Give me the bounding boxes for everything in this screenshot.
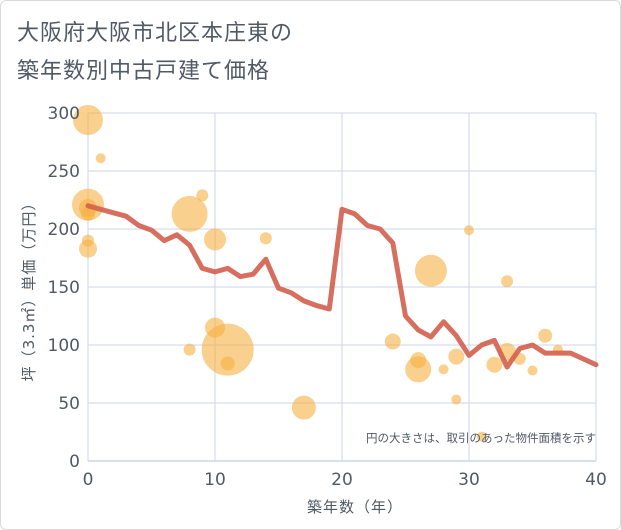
bubble-point[interactable] [291, 395, 316, 420]
x-tick-label: 10 [204, 470, 226, 490]
bubble-point[interactable] [414, 254, 447, 287]
y-tick-label: 200 [48, 220, 80, 240]
bubble-point[interactable] [501, 275, 514, 288]
bubble-point[interactable] [201, 323, 254, 376]
bubble-point[interactable] [464, 225, 474, 236]
bubble-point[interactable] [79, 239, 97, 258]
bubble-point[interactable] [196, 189, 209, 202]
y-tick-label: 50 [58, 394, 80, 414]
y-tick-label: 250 [48, 162, 80, 182]
bubble-point[interactable] [73, 104, 103, 135]
y-tick-label: 100 [48, 336, 80, 356]
bubble-point[interactable] [476, 431, 487, 442]
bubble-point[interactable] [384, 333, 401, 350]
bubble-point[interactable] [448, 348, 465, 365]
y-axis-label: 坪（3.3㎡）単価（万円） [20, 195, 38, 382]
bubble-point[interactable] [451, 394, 462, 405]
x-tick-label: 30 [458, 470, 480, 490]
chart-title-line-2: 築年数別中古戸建て価格 [17, 59, 271, 84]
line-series [85, 203, 599, 370]
bubble-point[interactable] [259, 232, 272, 245]
bubble-point[interactable] [220, 356, 235, 371]
x-tick-label: 0 [83, 470, 94, 490]
y-tick-label: 300 [48, 104, 80, 124]
average-price-line[interactable] [85, 203, 599, 370]
bubble-point[interactable] [527, 365, 538, 376]
y-tick-label: 0 [69, 452, 80, 472]
bubble-size-note: 円の大きさは、取引のあった物件面積を示す [366, 431, 596, 445]
bubble-point[interactable] [183, 343, 196, 356]
bubble-point[interactable] [438, 364, 449, 375]
x-tick-label: 40 [585, 470, 607, 490]
bubble-point[interactable] [538, 328, 553, 343]
x-tick-label: 20 [331, 470, 353, 490]
grid-lines [87, 112, 597, 462]
bubble-point[interactable] [95, 153, 106, 164]
y-tick-label: 150 [48, 278, 80, 298]
axes: 0 50 100 150 200 250 300 0 10 20 30 40 [48, 104, 607, 490]
bubble-point[interactable] [171, 195, 208, 232]
bubble-point[interactable] [410, 352, 427, 369]
bubble-series [72, 104, 563, 442]
bubble-point[interactable] [81, 206, 95, 221]
bubble-point[interactable] [486, 356, 503, 373]
x-axis-label: 築年数（年） [307, 498, 403, 516]
bubble-point[interactable] [204, 228, 226, 251]
chart-title-line-1: 大阪府大阪市北区本庄東の [17, 21, 294, 46]
